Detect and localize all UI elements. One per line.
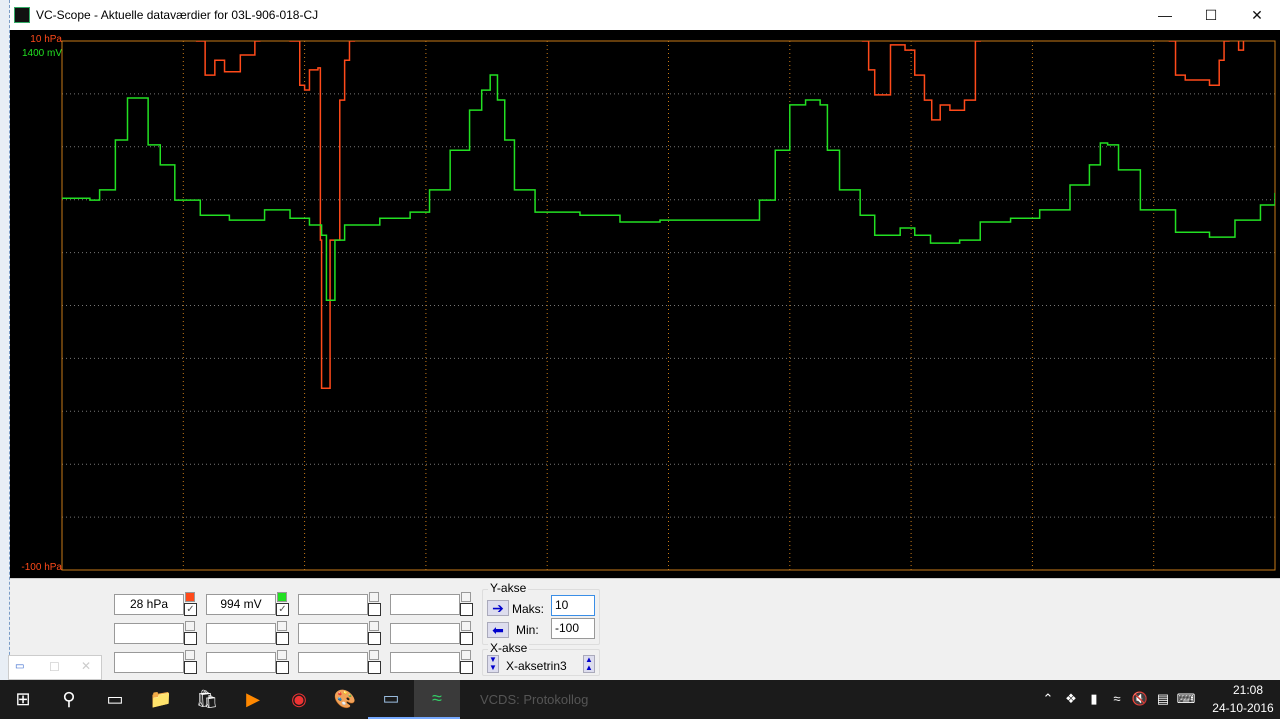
channel-color-swatch[interactable] — [277, 621, 287, 631]
channel-value-field[interactable] — [298, 623, 368, 644]
channel-color-swatch[interactable] — [369, 650, 379, 660]
window-title: VC-Scope - Aktuelle dataværdier for 03L-… — [36, 8, 319, 22]
channel-value-field[interactable] — [390, 652, 460, 673]
channel-enable-checkbox[interactable] — [460, 603, 473, 616]
channel-value-field[interactable] — [298, 594, 368, 615]
action-center-icon[interactable]: ▤ — [1156, 691, 1170, 706]
y-max-label: Maks: — [512, 602, 545, 616]
title-bar[interactable]: VC-Scope - Aktuelle dataværdier for 03L-… — [10, 0, 1280, 30]
clock-date[interactable]: 24-10-2016 — [1212, 701, 1274, 715]
y-min-input[interactable]: -100 — [551, 618, 595, 639]
channel-enable-checkbox[interactable]: ✓ — [276, 603, 289, 616]
channel-enable-checkbox[interactable] — [184, 632, 197, 645]
trace-hPa — [195, 41, 1245, 389]
channel-value-field[interactable]: 28 hPa — [114, 594, 184, 615]
media-player-icon[interactable]: ▶ — [246, 689, 260, 709]
keyboard-icon[interactable]: ⌨ — [1176, 691, 1196, 706]
vcds-icon: ▭ — [15, 661, 25, 672]
channel-value-field[interactable] — [298, 652, 368, 673]
y-min-arrow-button[interactable]: ⬅ — [487, 622, 509, 638]
control-panel: 28 hPa ✓ 994 mV ✓ Y-akse ➔ Maks: 10 ⬅ Min: … — [10, 578, 1280, 680]
channel-enable-checkbox[interactable] — [184, 661, 197, 674]
y-max-input[interactable]: 10 — [551, 595, 595, 616]
search-icon[interactable]: ⚲ — [62, 689, 76, 709]
desktop-edge — [0, 0, 10, 680]
minimize-button[interactable]: — — [1158, 7, 1172, 23]
channel-color-swatch[interactable] — [369, 621, 379, 631]
close-icon: ✕ — [81, 659, 92, 673]
y-max-arrow-button[interactable]: ➔ — [487, 600, 509, 616]
dropbox-icon[interactable]: ❖ — [1065, 691, 1077, 706]
x-axis-label: X-akse — [488, 641, 530, 655]
chrome-icon[interactable]: ◉ — [291, 689, 307, 709]
plot-border — [61, 40, 1276, 571]
channel-color-swatch[interactable] — [461, 592, 471, 602]
start-button[interactable]: ⊞ — [15, 689, 31, 709]
clock-time[interactable]: 21:08 — [1232, 683, 1264, 697]
battery-icon[interactable]: ▮ — [1090, 691, 1098, 706]
channel-enable-checkbox[interactable] — [460, 661, 473, 674]
trace-mV — [62, 74, 1275, 301]
channel-value-field[interactable] — [390, 623, 460, 644]
ghost-window[interactable]: ▭ ☐ ✕ — [8, 655, 102, 680]
paint-icon[interactable]: 🎨 — [333, 689, 357, 709]
hpa-min-label: -100 hPa — [21, 562, 62, 573]
channel-enable-checkbox[interactable] — [276, 632, 289, 645]
maximize-icon: ☐ — [49, 660, 60, 674]
ghost-taskbar-text: VCDS: Protokollog — [480, 692, 589, 707]
tray-expand-icon[interactable]: ⌃ — [1042, 691, 1054, 706]
channel-value-field[interactable] — [114, 623, 184, 644]
y-axis-group — [482, 589, 600, 645]
channel-color-swatch[interactable] — [185, 592, 195, 602]
store-icon[interactable]: 🛍 — [195, 689, 219, 709]
mv-max-label: 1400 mV — [21, 48, 62, 59]
task-view-icon[interactable]: ▭ — [106, 689, 124, 709]
x-axis-up-button[interactable]: ▲ ▲ — [583, 655, 595, 673]
channel-color-swatch[interactable] — [277, 592, 287, 602]
channel-color-swatch[interactable] — [369, 592, 379, 602]
vcds-taskbar-icon[interactable]: ▭ — [368, 680, 414, 719]
maximize-button[interactable]: ☐ — [1204, 6, 1218, 23]
channel-color-swatch[interactable] — [461, 650, 471, 660]
x-axis-down-button[interactable]: ▼ ▼ — [487, 655, 499, 673]
app-icon — [14, 7, 30, 23]
channel-enable-checkbox[interactable]: ✓ — [184, 603, 197, 616]
channel-value-field[interactable]: 994 mV — [206, 594, 276, 615]
wifi-icon[interactable]: ≈ — [1113, 691, 1121, 706]
x-axis-value: X-aksetrin3 — [506, 659, 567, 673]
channel-color-swatch[interactable] — [277, 650, 287, 660]
scope-plot — [61, 40, 1276, 571]
volume-muted-icon[interactable]: 🔇 — [1131, 691, 1149, 706]
channel-value-field[interactable] — [114, 652, 184, 673]
channel-color-swatch[interactable] — [185, 650, 195, 660]
channel-enable-checkbox[interactable] — [276, 661, 289, 674]
y-axis-label: Y-akse — [488, 581, 529, 595]
vc-scope-window: VC-Scope - Aktuelle dataværdier for 03L-… — [10, 0, 1280, 680]
channel-enable-checkbox[interactable] — [368, 603, 381, 616]
channel-color-swatch[interactable] — [185, 621, 195, 631]
channel-enable-checkbox[interactable] — [368, 661, 381, 674]
channel-enable-checkbox[interactable] — [368, 632, 381, 645]
x-axis-group — [482, 649, 600, 676]
channel-value-field[interactable] — [390, 594, 460, 615]
vc-scope-taskbar-icon[interactable]: ≈ — [414, 680, 460, 719]
y-min-label: Min: — [516, 623, 539, 637]
file-explorer-icon[interactable]: 📁 — [149, 689, 173, 709]
channel-enable-checkbox[interactable] — [460, 632, 473, 645]
channel-value-field[interactable] — [206, 623, 276, 644]
channel-value-field[interactable] — [206, 652, 276, 673]
taskbar: ⊞ ⚲ ▭ 📁 🛍 ▶ ◉ 🎨 ▭ ≈ VCDS: Protokollog ⌃ … — [0, 680, 1280, 719]
scope-display[interactable]: 10 hPa 1400 mV -100 hPa — [10, 30, 1280, 578]
channel-color-swatch[interactable] — [461, 621, 471, 631]
close-button[interactable]: ✕ — [1251, 6, 1263, 23]
hpa-max-label: 10 hPa — [30, 34, 62, 45]
